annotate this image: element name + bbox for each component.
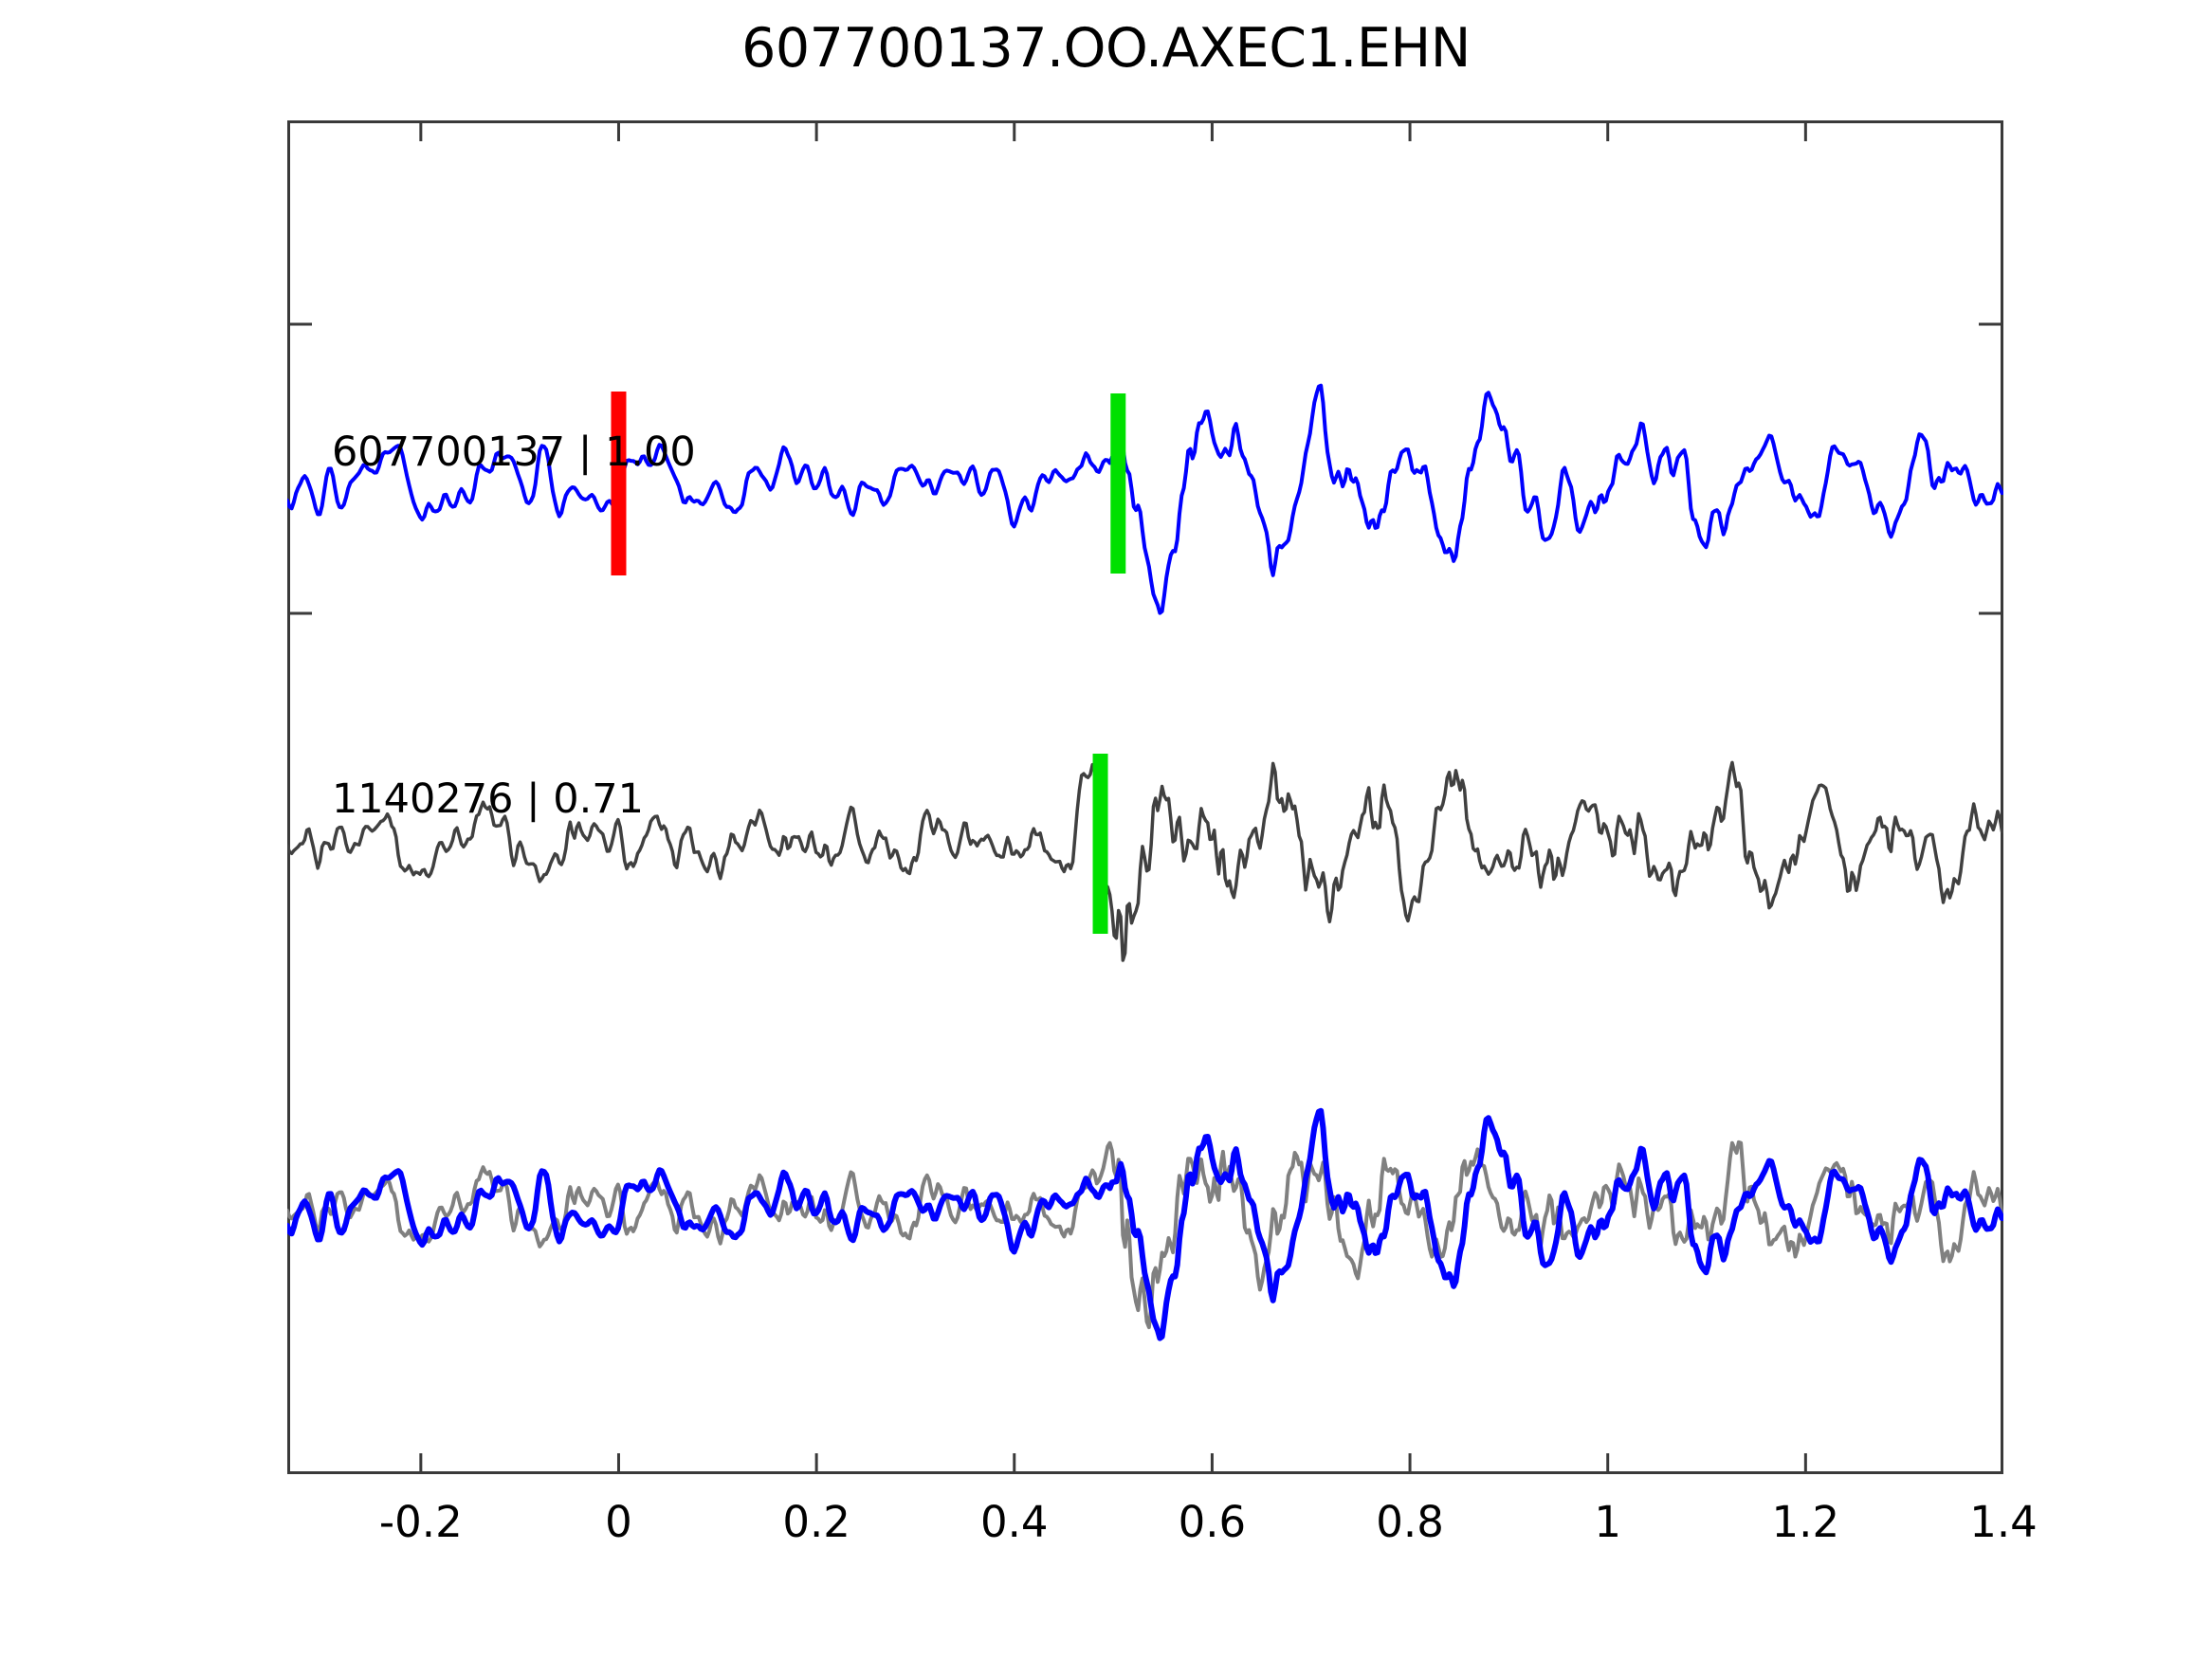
x-tick-label-5: 0.8 (1376, 1497, 1444, 1547)
waveform-canvas (287, 120, 2003, 1474)
x-tick-label-7: 1.2 (1771, 1497, 1840, 1547)
x-tick-label-3: 0.4 (979, 1497, 1049, 1547)
x-tick-label-2: 0.2 (782, 1497, 850, 1547)
x-tick-label-6: 1 (1594, 1497, 1622, 1547)
x-tick-label-0: -0.2 (378, 1497, 463, 1547)
waveform-detection-trace (287, 760, 2003, 962)
waveform-template-trace (287, 383, 2003, 615)
trace-label-1: 607700137 | 1.00 (331, 428, 696, 476)
plot-frame (287, 120, 2003, 1474)
page-title: 607700137.OO.AXEC1.EHN (741, 17, 1471, 80)
x-tick-label-4: 0.6 (1178, 1497, 1247, 1547)
trace-label-2: 1140276 | 0.71 (331, 775, 645, 823)
x-tick-label-1: 0 (605, 1497, 632, 1547)
waveform-overlay-template (287, 1107, 2003, 1341)
x-tick-label-8: 1.4 (1969, 1497, 2038, 1547)
waveform-overlay-detection (287, 1139, 2003, 1329)
plot-area (287, 120, 2003, 1474)
